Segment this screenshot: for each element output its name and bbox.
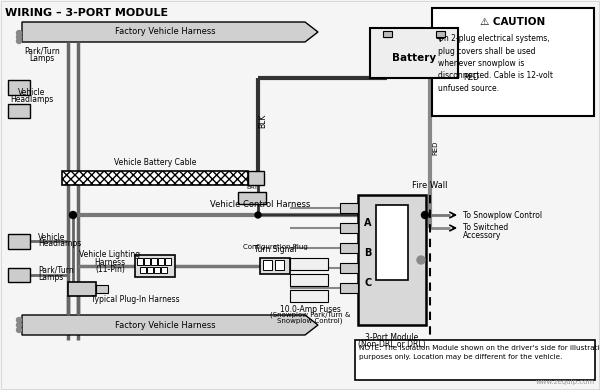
Text: Lamps: Lamps bbox=[29, 54, 55, 63]
Circle shape bbox=[421, 211, 428, 218]
Text: Snowplow Control): Snowplow Control) bbox=[277, 318, 343, 324]
Circle shape bbox=[17, 317, 22, 323]
Text: Vehicle Battery Cable: Vehicle Battery Cable bbox=[114, 158, 196, 167]
Bar bbox=[62, 171, 248, 185]
Bar bbox=[290, 274, 328, 286]
Text: (Non-DRL or DRL): (Non-DRL or DRL) bbox=[358, 340, 426, 349]
Bar bbox=[161, 267, 167, 273]
Bar bbox=[376, 205, 408, 280]
Polygon shape bbox=[22, 315, 318, 335]
Text: Turn Signal: Turn Signal bbox=[254, 245, 296, 254]
Text: C: C bbox=[364, 278, 371, 288]
Bar bbox=[147, 267, 153, 273]
Bar bbox=[140, 267, 146, 273]
Circle shape bbox=[17, 39, 22, 44]
Bar bbox=[8, 104, 30, 118]
Text: (11-Pin): (11-Pin) bbox=[95, 265, 125, 274]
Circle shape bbox=[417, 256, 425, 264]
Text: +: + bbox=[434, 32, 445, 44]
Text: Headlamps: Headlamps bbox=[38, 239, 81, 248]
Bar bbox=[340, 223, 358, 233]
Text: Park/Turn: Park/Turn bbox=[24, 46, 60, 55]
Bar bbox=[158, 258, 164, 265]
Bar bbox=[238, 192, 266, 204]
Text: BLK: BLK bbox=[259, 113, 268, 128]
Text: Headlamps: Headlamps bbox=[10, 95, 53, 104]
Text: Battery: Battery bbox=[392, 53, 436, 63]
Bar bbox=[358, 195, 426, 325]
Bar bbox=[275, 260, 284, 270]
Text: Vehicle: Vehicle bbox=[19, 88, 46, 97]
Text: 3-Port Module: 3-Port Module bbox=[365, 333, 419, 342]
Text: Park/Turn: Park/Turn bbox=[38, 266, 74, 275]
Bar bbox=[165, 258, 171, 265]
Text: NOTE: The Isolation Module shown on the driver's side for illustration
purposes : NOTE: The Isolation Module shown on the … bbox=[359, 345, 600, 360]
Text: www.zequip.com: www.zequip.com bbox=[536, 379, 595, 385]
Bar bbox=[8, 80, 30, 95]
Text: Harness: Harness bbox=[94, 258, 125, 267]
Bar bbox=[340, 263, 358, 273]
Polygon shape bbox=[22, 22, 318, 42]
Text: ⚠ CAUTION: ⚠ CAUTION bbox=[481, 17, 545, 27]
Text: Factory Vehicle Harness: Factory Vehicle Harness bbox=[115, 28, 215, 37]
Bar bbox=[68, 282, 96, 296]
Text: Typical Plug-In Harness: Typical Plug-In Harness bbox=[91, 295, 179, 304]
Text: Vehicle Lighting: Vehicle Lighting bbox=[79, 250, 140, 259]
Text: A: A bbox=[364, 218, 372, 228]
Text: To Switched: To Switched bbox=[463, 223, 508, 232]
Bar bbox=[340, 283, 358, 293]
Text: (Snowplow Park/Turn &: (Snowplow Park/Turn & bbox=[270, 312, 350, 319]
Text: −: − bbox=[383, 32, 393, 44]
Bar bbox=[370, 28, 458, 78]
Text: Vehicle Control Harness: Vehicle Control Harness bbox=[210, 200, 310, 209]
Text: Fire Wall: Fire Wall bbox=[412, 181, 448, 190]
Text: Configuration Plug: Configuration Plug bbox=[242, 244, 307, 250]
Text: Lamps: Lamps bbox=[38, 273, 63, 282]
Text: RED: RED bbox=[432, 141, 438, 155]
Text: BAT: BAT bbox=[246, 185, 258, 190]
Bar bbox=[96, 285, 108, 293]
Bar bbox=[340, 243, 358, 253]
Bar bbox=[355, 340, 595, 380]
Bar bbox=[137, 258, 143, 265]
Bar bbox=[432, 8, 594, 116]
Circle shape bbox=[17, 34, 22, 39]
Circle shape bbox=[17, 30, 22, 35]
Text: B: B bbox=[364, 248, 371, 258]
Circle shape bbox=[255, 212, 261, 218]
Circle shape bbox=[17, 328, 22, 333]
Bar bbox=[290, 258, 328, 270]
Text: 10.0-Amp Fuses: 10.0-Amp Fuses bbox=[280, 305, 340, 314]
Bar bbox=[383, 31, 392, 37]
Text: Accessory: Accessory bbox=[463, 232, 502, 241]
Text: To Snowplow Control: To Snowplow Control bbox=[463, 211, 542, 220]
Bar bbox=[290, 290, 328, 302]
Bar bbox=[8, 268, 30, 282]
Circle shape bbox=[70, 211, 77, 218]
Bar bbox=[248, 171, 264, 185]
Bar bbox=[260, 258, 290, 274]
Text: RED: RED bbox=[463, 73, 479, 83]
Bar bbox=[151, 258, 157, 265]
Bar bbox=[8, 234, 30, 249]
Text: Vehicle: Vehicle bbox=[38, 232, 65, 241]
Text: Factory Vehicle Harness: Factory Vehicle Harness bbox=[115, 321, 215, 330]
Text: On 2-plug electrical systems,
plug covers shall be used
whenever snowplow is
dis: On 2-plug electrical systems, plug cover… bbox=[438, 34, 553, 93]
Text: WIRING – 3-PORT MODULE: WIRING – 3-PORT MODULE bbox=[5, 8, 168, 18]
Bar bbox=[436, 31, 445, 37]
Bar bbox=[263, 260, 272, 270]
Bar bbox=[144, 258, 150, 265]
Bar bbox=[154, 267, 160, 273]
Bar bbox=[340, 203, 358, 213]
Circle shape bbox=[17, 323, 22, 328]
Bar bbox=[135, 255, 175, 277]
